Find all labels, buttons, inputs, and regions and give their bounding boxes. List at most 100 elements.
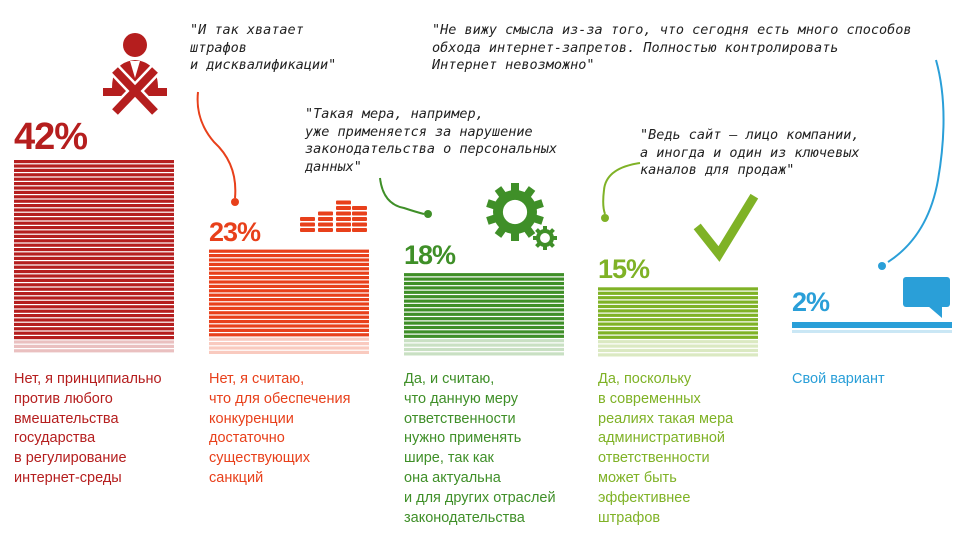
bar-stripe bbox=[404, 290, 564, 294]
bar-stripe bbox=[14, 226, 174, 230]
bar-stripe bbox=[14, 344, 174, 348]
bar-stripe bbox=[14, 190, 174, 194]
quote-arrow-3 bbox=[601, 162, 641, 222]
bar-stripe bbox=[404, 343, 564, 347]
bar-stripe bbox=[404, 312, 564, 316]
bar-stripe bbox=[598, 344, 758, 348]
category-label-4: Да, поскольку в современных реалиях такая … bbox=[598, 371, 734, 526]
bar-stripe bbox=[14, 270, 174, 274]
bar-stripe bbox=[792, 322, 952, 328]
bar-stripe bbox=[404, 308, 564, 312]
bar-stripe bbox=[14, 283, 174, 287]
bar-stripe bbox=[209, 328, 369, 332]
bar-stripe bbox=[598, 340, 758, 344]
bar-stripe bbox=[209, 280, 369, 284]
bar-stripe bbox=[14, 287, 174, 291]
bar-stripe bbox=[209, 333, 369, 337]
bar-stripe bbox=[14, 164, 174, 168]
quote-2: "Такая мера, например, уже применяется за… bbox=[305, 106, 557, 175]
bar-stripe bbox=[14, 234, 174, 238]
bar-stripe bbox=[404, 317, 564, 321]
bar-stripe bbox=[792, 330, 952, 333]
speech-bubble-icon bbox=[903, 277, 950, 318]
bar-stripe bbox=[404, 339, 564, 343]
bar-stripe bbox=[14, 173, 174, 177]
bar-stripe bbox=[209, 276, 369, 280]
category-label-1: Нет, я принципиально против любого вмешате… bbox=[14, 371, 162, 486]
bar-stripe bbox=[14, 314, 174, 318]
bar-stripe bbox=[209, 346, 369, 350]
bar-stripe bbox=[209, 350, 369, 354]
bar-stripe bbox=[14, 182, 174, 186]
bar-stripe bbox=[404, 321, 564, 325]
bar-stripe bbox=[598, 353, 758, 357]
bar-stripe bbox=[14, 296, 174, 300]
bar-stripe bbox=[14, 199, 174, 203]
bar-stripe bbox=[14, 292, 174, 296]
bar-stripe bbox=[209, 271, 369, 275]
bar-stripe bbox=[209, 284, 369, 288]
bar-stripe bbox=[598, 296, 758, 300]
bar-stripe bbox=[14, 230, 174, 234]
value-label-3: 18% bbox=[404, 240, 456, 271]
quote-3: "Ведь сайт – лицо компании, а иногда и од… bbox=[640, 127, 860, 178]
bar-stripe bbox=[598, 335, 758, 339]
bar-stripe bbox=[14, 239, 174, 243]
bar-stripe bbox=[14, 327, 174, 331]
value-label-4: 15% bbox=[598, 254, 650, 285]
bar-stripe bbox=[209, 315, 369, 319]
bar-stripe bbox=[598, 331, 758, 335]
bar-stripe bbox=[598, 348, 758, 353]
bar-stripe bbox=[404, 277, 564, 281]
bar-stripe bbox=[209, 320, 369, 324]
bar-4 bbox=[598, 287, 758, 357]
quote-arrow-4 bbox=[878, 59, 945, 270]
bar-stripe bbox=[14, 212, 174, 216]
bar-stripe bbox=[209, 306, 369, 310]
bar-stripe bbox=[209, 302, 369, 306]
businessman-crossed-icon bbox=[103, 33, 167, 117]
coin-stacks-icon bbox=[300, 200, 367, 232]
bar-2 bbox=[209, 249, 369, 354]
bar-stripe bbox=[404, 281, 564, 286]
bar-stripe bbox=[14, 331, 174, 335]
bar-stripe bbox=[209, 258, 369, 262]
bar-stripe bbox=[404, 303, 564, 308]
bar-stripe bbox=[209, 324, 369, 328]
bar-stripe bbox=[14, 274, 174, 278]
bar-stripe bbox=[14, 204, 174, 208]
gears-icon bbox=[486, 183, 557, 250]
bar-1 bbox=[14, 160, 174, 353]
bar-stripe bbox=[404, 286, 564, 290]
bar-stripe bbox=[598, 309, 758, 313]
bar-stripe bbox=[404, 334, 564, 338]
bar-stripe bbox=[209, 342, 369, 346]
checkmark-icon bbox=[693, 193, 759, 262]
value-label-2: 23% bbox=[209, 216, 261, 247]
bar-stripe bbox=[598, 322, 758, 326]
quote-1: "И так хватает штрафов и дисквалификации" bbox=[190, 22, 337, 73]
bar-stripe bbox=[14, 160, 174, 164]
bar-stripe bbox=[209, 254, 369, 258]
bar-stripe bbox=[14, 168, 174, 172]
bar-stripe bbox=[209, 289, 369, 293]
bar-stripe bbox=[209, 262, 369, 266]
bar-stripe bbox=[14, 305, 174, 309]
bar-stripe bbox=[14, 318, 174, 322]
bar-stripe bbox=[14, 186, 174, 190]
bar-stripe bbox=[598, 300, 758, 304]
bar-stripe bbox=[209, 267, 369, 271]
value-label-5: 2% bbox=[792, 287, 830, 317]
bar-stripe bbox=[14, 322, 174, 326]
quote-4: "Не вижу смысла из-за того, что сегодня … bbox=[432, 22, 912, 73]
bar-stripe bbox=[14, 300, 174, 304]
bar-stripe bbox=[209, 293, 369, 297]
bar-stripe bbox=[404, 325, 564, 330]
category-label-5: Свой вариант bbox=[792, 371, 885, 387]
bar-stripe bbox=[14, 177, 174, 181]
bar-stripe bbox=[598, 318, 758, 322]
quote-arrow-2 bbox=[379, 177, 432, 218]
bar-stripe bbox=[14, 309, 174, 313]
